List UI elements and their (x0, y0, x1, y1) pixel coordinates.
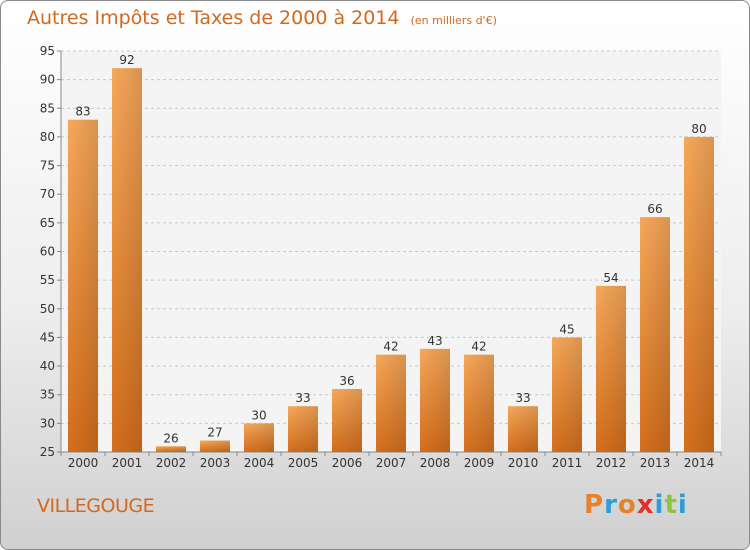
logo-letter: i (654, 490, 665, 520)
y-tick-label: 70 (40, 187, 55, 201)
bar-value-label: 26 (163, 431, 178, 445)
logo-letter: i (677, 490, 688, 520)
bar-shade (464, 354, 494, 452)
bar-shade (420, 348, 450, 452)
x-tick-label: 2004 (244, 456, 275, 470)
bar-shade (640, 217, 670, 452)
x-tick-label: 2008 (420, 456, 451, 470)
y-tick-label: 25 (40, 445, 55, 459)
y-tick-label: 65 (40, 216, 55, 230)
bar-shade (684, 136, 714, 452)
y-tick-label: 95 (40, 44, 55, 58)
y-tick-label: 45 (40, 330, 55, 344)
bar-value-label: 42 (471, 340, 486, 354)
bar-value-label: 80 (691, 122, 706, 136)
bar-value-label: 43 (427, 334, 442, 348)
y-tick-label: 30 (40, 416, 55, 430)
bar-shade (376, 354, 406, 452)
bar-value-label: 30 (251, 408, 266, 422)
bar-value-label: 27 (207, 426, 222, 440)
x-tick-label: 2005 (288, 456, 319, 470)
bar-value-label: 33 (295, 391, 310, 405)
bar-value-label: 33 (515, 391, 530, 405)
y-tick-label: 55 (40, 273, 55, 287)
bar-value-label: 36 (339, 374, 354, 388)
logo-letter: t (664, 490, 678, 520)
bar-shade (68, 119, 98, 452)
x-tick-label: 2003 (200, 456, 231, 470)
x-tick-label: 2007 (376, 456, 407, 470)
x-tick-label: 2006 (332, 456, 363, 470)
bar-shade (552, 337, 582, 452)
logo-letter: o (617, 490, 637, 520)
logo-letter: x (636, 490, 655, 520)
x-tick-label: 2013 (640, 456, 671, 470)
bar-shade (156, 446, 186, 452)
chart-subtitle: (en milliers d'€) (410, 14, 497, 27)
bar-shade (200, 440, 230, 452)
y-tick-label: 80 (40, 130, 55, 144)
logo-letter: r (604, 490, 618, 520)
bar-shade (288, 406, 318, 452)
logo-letter: P (584, 490, 605, 520)
bar-shade (596, 285, 626, 452)
x-tick-label: 2001 (112, 456, 143, 470)
bar-value-label: 92 (119, 53, 134, 67)
x-tick-label: 2000 (68, 456, 99, 470)
bar-shade (112, 68, 142, 452)
chart-title: Autres Impôts et Taxes de 2000 à 2014 (27, 7, 400, 29)
x-tick-label: 2012 (596, 456, 627, 470)
x-tick-label: 2009 (464, 456, 495, 470)
bar-value-label: 83 (75, 105, 90, 119)
y-tick-label: 75 (40, 159, 55, 173)
commune-name: VILLEGOUGE (37, 495, 155, 517)
y-tick-label: 50 (40, 302, 55, 316)
y-tick-label: 60 (40, 245, 55, 259)
bar-value-label: 66 (647, 202, 662, 216)
y-tick-label: 85 (40, 101, 55, 115)
bar-value-label: 45 (559, 322, 574, 336)
y-tick-label: 90 (40, 73, 55, 87)
x-tick-label: 2002 (156, 456, 187, 470)
x-tick-label: 2014 (684, 456, 715, 470)
x-tick-label: 2010 (508, 456, 539, 470)
y-tick-label: 35 (40, 388, 55, 402)
chart-title-block: Autres Impôts et Taxes de 2000 à 2014 (e… (27, 7, 497, 29)
x-tick-label: 2011 (552, 456, 583, 470)
bar-shade (508, 406, 538, 452)
bar-value-label: 42 (383, 340, 398, 354)
bar-value-label: 54 (603, 271, 618, 285)
y-tick-label: 40 (40, 359, 55, 373)
proxiti-logo: Proxiti (584, 490, 688, 520)
bar-shade (332, 388, 362, 452)
bar-shade (244, 423, 274, 452)
